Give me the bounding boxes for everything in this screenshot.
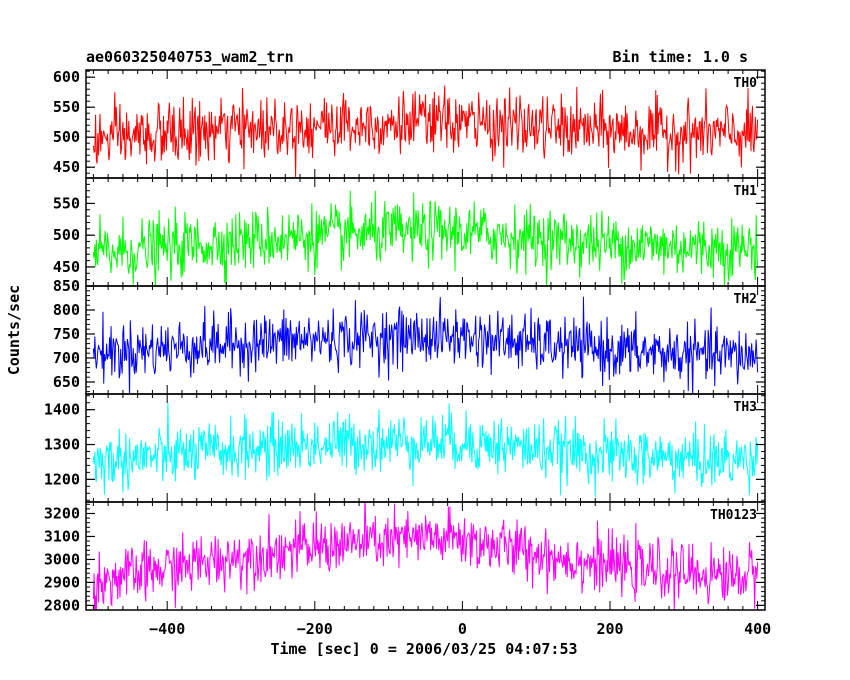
y-tick-label: 550 — [53, 194, 80, 212]
y-tick-label: 500 — [53, 226, 80, 244]
panel-frame — [85, 69, 766, 179]
panel-name-label: TH2 — [734, 292, 757, 307]
y-tick-label: 3100 — [44, 527, 80, 545]
chart-title-right: Bin time: 1.0 s — [613, 48, 748, 66]
y-tick-label: 2900 — [44, 573, 80, 591]
series-line-th2 — [92, 296, 759, 394]
x-axis-label: Time [sec] 0 = 2006/03/25 04:07:53 — [270, 640, 577, 658]
panel-frame — [85, 501, 766, 611]
panel-th3: 1200 1300 1400 TH3 — [44, 393, 766, 503]
y-tick-label: 2800 — [44, 596, 80, 614]
y-tick-label: 750 — [53, 325, 80, 343]
panel-th2: 650 700 750 800 850 TH2 — [53, 277, 766, 395]
panel-name-label: TH0123 — [710, 508, 757, 523]
x-tick-label: 0 — [458, 620, 467, 638]
y-tick-label: 1400 — [44, 401, 80, 419]
panels-group: 450 500 550 600 TH0 450 500 550 TH1 650 700 750 800 8… — [44, 68, 766, 614]
chart-title-left: ae060325040753_wam2_trn — [86, 48, 294, 66]
y-tick-label: 650 — [53, 373, 80, 391]
panel-th1: 450 500 550 TH1 — [53, 177, 766, 287]
panel-name-label: TH0 — [734, 76, 758, 91]
y-tick-label: 3200 — [44, 504, 80, 522]
panel-name-label: TH3 — [734, 400, 757, 415]
panel-th0: 450 500 550 600 TH0 — [53, 68, 766, 179]
y-tick-label: 1200 — [44, 470, 80, 488]
series-line-th3 — [92, 402, 759, 497]
panel-th0123: 2800 2900 3000 3100 3200 TH0123 — [44, 501, 766, 614]
y-tick-label: 550 — [53, 98, 80, 116]
y-tick-label: 600 — [53, 68, 80, 86]
panel-frame — [85, 393, 766, 503]
x-tick-label: −200 — [297, 620, 333, 638]
y-tick-label: 500 — [53, 128, 80, 146]
x-axis: −400 −200 0 200 400 — [149, 620, 771, 638]
y-tick-label: 3000 — [44, 550, 80, 568]
y-axis-label: Counts/sec — [5, 285, 23, 375]
y-tick-label: 450 — [53, 258, 80, 276]
y-tick-label: 450 — [53, 158, 80, 176]
y-tick-label: 1300 — [44, 436, 80, 454]
series-line-th1 — [92, 190, 759, 286]
y-tick-label: 700 — [53, 349, 80, 367]
x-tick-label: 400 — [744, 620, 771, 638]
x-tick-label: 200 — [596, 620, 623, 638]
x-tick-label: −400 — [149, 620, 185, 638]
y-tick-label: 850 — [53, 277, 80, 295]
panel-name-label: TH1 — [734, 184, 758, 199]
series-line-th0 — [92, 85, 759, 178]
series-line-th0123 — [92, 502, 759, 610]
y-tick-label: 800 — [53, 301, 80, 319]
